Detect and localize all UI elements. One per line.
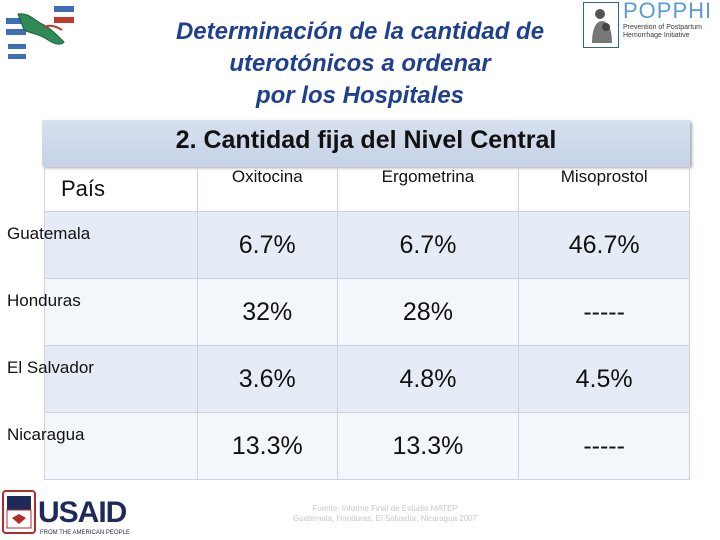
mother-child-icon [583, 2, 619, 48]
country-cell: El Salvador [7, 345, 198, 413]
poppphi-name: POPPHI [623, 0, 713, 23]
source-line-1: Fuente: Informe Final de Estudio MATEP [312, 504, 458, 513]
country-name: Guatemala [7, 224, 91, 243]
source-line-2: Guatemala, Honduras, El Salvador, Nicara… [292, 514, 478, 523]
page-title: Determinación de la cantidad de uterotón… [90, 16, 630, 112]
header-misoprostol: Misoprostol [518, 166, 690, 212]
oxitocina-cell: 6.7% [197, 211, 338, 279]
usaid-wordmark: USAID [38, 496, 127, 529]
table-row: Honduras 32% 28% ----- [7, 278, 690, 346]
misoprostol-cell: ----- [518, 278, 690, 346]
table-row: El Salvador 3.6% 4.8% 4.5% [7, 345, 690, 413]
subtitle: 2. Cantidad fija del Nivel Central [175, 126, 557, 154]
title-line-3: por los Hospitales [255, 82, 465, 109]
oxitocina-cell: 13.3% [197, 412, 338, 480]
oxitocina-cell: 32% [197, 278, 338, 346]
source-note: Fuente: Informe Final de Estudio MATEP G… [260, 504, 510, 524]
misoprostol-cell: 4.5% [518, 345, 690, 413]
country-name: Honduras [7, 291, 81, 310]
ergometrina-cell: 6.7% [336, 211, 520, 279]
table-row: Nicaragua 13.3% 13.3% ----- [7, 412, 690, 480]
ergometrina-cell: 4.8% [336, 345, 520, 413]
country-name: El Salvador [7, 358, 94, 377]
header-ergometrina: Ergometrina [336, 166, 520, 212]
country-name: Nicaragua [7, 425, 85, 444]
misoprostol-cell: ----- [518, 412, 690, 480]
header-pais: País [44, 166, 198, 212]
country-cell: Honduras [7, 278, 198, 346]
oxitocina-cell: 3.6% [197, 345, 338, 413]
usaid-logo: USAID FROM THE AMERICAN PEOPLE [0, 490, 130, 540]
table-row: Guatemala 6.7% 6.7% 46.7% [7, 211, 690, 279]
country-cell: Guatemala [7, 211, 198, 279]
title-line-2: uterotónicos a ordenar [229, 50, 491, 77]
poppphi-logo: POPPHI Prevention of Postpartum Hemorrha… [583, 0, 720, 50]
table-header-row: País Oxitocina Ergometrina Misoprostol [44, 166, 690, 212]
central-america-map-logo [4, 4, 76, 64]
title-line-1: Determinación de la cantidad de [175, 18, 545, 45]
country-cell: Nicaragua [7, 412, 198, 480]
uterotonics-table: País Oxitocina Ergometrina Misoprostol G… [7, 166, 690, 480]
ergometrina-cell: 13.3% [336, 412, 520, 480]
misoprostol-cell: 46.7% [518, 211, 690, 279]
ergometrina-cell: 28% [336, 278, 520, 346]
poppphi-tagline: Prevention of Postpartum Hemorrhage Init… [623, 24, 702, 39]
subtitle-bar: 2. Cantidad fija del Nivel Central [42, 120, 690, 166]
usaid-subline: FROM THE AMERICAN PEOPLE [40, 530, 130, 536]
usaid-seal-icon [2, 490, 36, 534]
header-oxitocina: Oxitocina [197, 166, 338, 212]
